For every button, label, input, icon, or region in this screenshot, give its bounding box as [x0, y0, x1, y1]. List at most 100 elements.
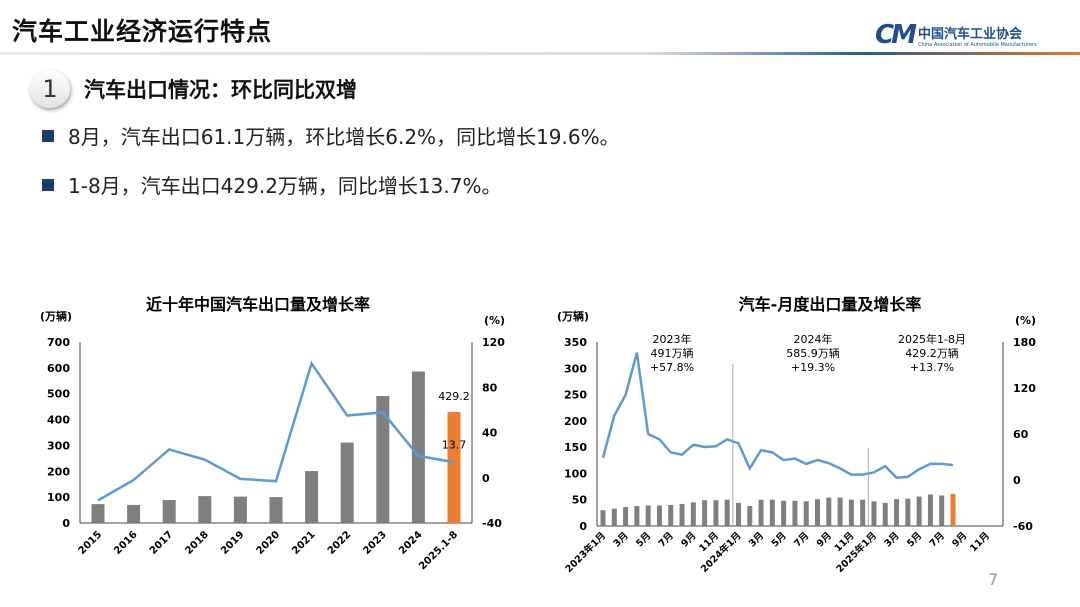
x-tick-label: 2015 — [77, 529, 104, 556]
bullet-text: 1-8月，汽车出口429.2万辆，同比增长13.7%。 — [68, 174, 502, 198]
bar — [713, 500, 719, 526]
bar — [894, 499, 900, 526]
bar — [747, 506, 753, 526]
y2-tick-label: 0 — [482, 472, 490, 485]
x-tick-label: 7月 — [928, 530, 947, 549]
section-title: 汽车出口情况：环比同比双增 — [84, 78, 357, 102]
bar — [447, 412, 461, 523]
logo-mark-icon: CM — [875, 20, 917, 50]
x-tick-label: 7月 — [657, 530, 676, 549]
bar — [679, 503, 685, 526]
y-tick-label: 150 — [564, 441, 587, 454]
bar — [233, 496, 247, 523]
bar — [735, 502, 741, 526]
x-tick-label: 5月 — [634, 530, 653, 549]
bullet-item: 8月，汽车出口61.1万辆，环比增长6.2%，同比增长19.6%。 — [42, 121, 620, 150]
growth-line — [601, 352, 954, 479]
bar — [803, 501, 809, 526]
bar — [781, 500, 787, 526]
x-tick-label: 9月 — [950, 530, 969, 549]
x-tick-label: 2021 — [290, 529, 317, 556]
y2-tick-label: 0 — [1013, 474, 1021, 487]
x-tick-label: 2019 — [219, 529, 246, 556]
bar — [837, 497, 843, 526]
y2-axis-unit: (%) — [484, 314, 505, 327]
bar — [162, 499, 176, 523]
y-tick-label: 100 — [47, 491, 70, 504]
page-title: 汽车工业经济运行特点 — [12, 17, 273, 46]
annotation-text: +19.3% — [791, 361, 835, 374]
bar — [769, 499, 775, 526]
bar — [376, 396, 390, 523]
bar — [950, 493, 956, 526]
square-bullet-icon — [42, 129, 54, 142]
bar — [340, 442, 354, 523]
x-tick-label: 3月 — [882, 530, 901, 549]
x-tick-label: 2022 — [326, 529, 353, 556]
chart-title: 汽车-月度出口量及增长率 — [739, 295, 922, 314]
annotation-text: 429.2万辆 — [905, 346, 959, 360]
x-tick-label: 2018 — [183, 529, 210, 556]
bullet-item: 1-8月，汽车出口429.2万辆，同比增长13.7%。 — [42, 170, 501, 199]
y2-tick-label: 120 — [482, 336, 505, 349]
y-tick-label: 300 — [564, 362, 587, 375]
square-bullet-icon — [42, 178, 54, 191]
logo-en: China Association of Automobile Manufact… — [917, 41, 1037, 48]
y2-tick-label: 80 — [482, 381, 498, 394]
y-tick-label: 0 — [579, 520, 587, 533]
y2-tick-label: 60 — [1013, 428, 1029, 441]
x-tick-label: 3月 — [747, 530, 766, 549]
bar — [690, 502, 696, 526]
x-tick-label: 2016 — [112, 529, 139, 556]
y-tick-label: 250 — [564, 389, 587, 402]
x-tick-label: 2017 — [148, 529, 175, 556]
bar — [826, 497, 832, 526]
bar — [668, 504, 674, 526]
bar — [600, 510, 606, 526]
bar-data-label: 429.2 — [438, 390, 470, 403]
bar — [758, 499, 764, 526]
y-tick-label: 50 — [572, 494, 588, 507]
bar — [815, 499, 821, 526]
bar — [645, 505, 651, 526]
annotation-text: 585.9万辆 — [786, 346, 840, 360]
y-tick-label: 100 — [564, 467, 587, 480]
bar — [927, 494, 933, 526]
bar — [724, 499, 730, 526]
x-tick-label: 2020 — [255, 529, 282, 556]
y-tick-label: 400 — [47, 414, 70, 427]
x-tick-label: 5月 — [905, 530, 924, 549]
x-tick-label: 2023 — [361, 529, 388, 556]
bar — [882, 502, 888, 526]
bar — [848, 499, 854, 526]
y-tick-label: 500 — [47, 388, 70, 401]
bullet-text: 8月，汽车出口61.1万辆，环比增长6.2%，同比增长19.6%。 — [68, 125, 620, 149]
x-tick-label: 2025.1-8 — [417, 529, 460, 572]
bar — [611, 508, 617, 526]
annotation-text: 2023年 — [653, 332, 692, 346]
y2-tick-label: 180 — [1013, 336, 1036, 349]
bar — [860, 499, 866, 526]
header-divider — [0, 52, 1080, 55]
y-tick-label: 350 — [564, 336, 587, 349]
logo-cn: 中国汽车工业协会 — [917, 26, 1022, 42]
x-tick-label: 9月 — [815, 530, 834, 549]
logo: CM 中国汽车工业协会 China Association of Automob… — [875, 20, 1037, 50]
section-number: 1 — [30, 70, 70, 108]
bar — [905, 498, 911, 526]
bar — [198, 496, 212, 523]
bar — [634, 506, 640, 526]
chart-title: 近十年中国汽车出口量及增长率 — [146, 295, 370, 314]
y-tick-label: 200 — [564, 415, 587, 428]
bar — [411, 371, 425, 523]
x-tick-label: 2024 — [397, 529, 424, 556]
x-tick-label: 9月 — [679, 530, 698, 549]
x-tick-label: 3月 — [612, 530, 631, 549]
y-tick-label: 200 — [47, 465, 70, 478]
y-tick-label: 700 — [47, 336, 70, 349]
growth-line — [97, 360, 455, 502]
section-heading: 1 汽车出口情况：环比同比双增 — [30, 70, 357, 108]
bar — [127, 504, 141, 523]
bar — [939, 495, 945, 526]
